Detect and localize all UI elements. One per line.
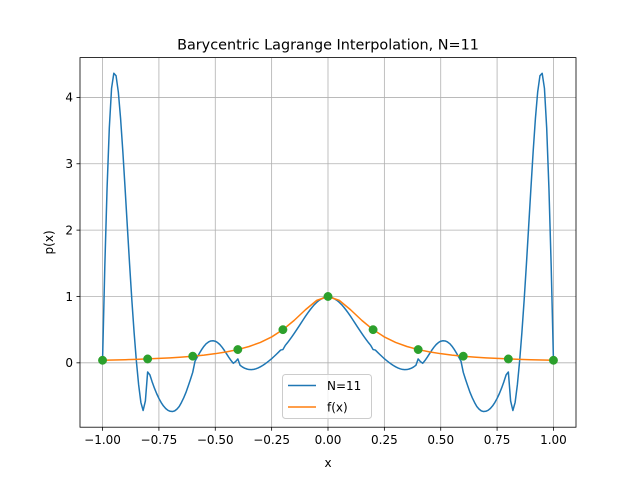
chart-title: Barycentric Lagrange Interpolation, N=11 <box>177 38 479 54</box>
x-tick-label: 0.75 <box>484 433 511 447</box>
node-marker <box>458 351 468 361</box>
legend: N=11 f(x) <box>282 374 372 419</box>
y-tick-label: 4 <box>65 91 73 105</box>
legend-label-n11: N=11 <box>327 379 361 393</box>
node-marker <box>233 345 243 355</box>
y-tick-label: 1 <box>65 290 73 304</box>
node-marker <box>503 354 513 364</box>
x-tick-label: 0.25 <box>371 433 398 447</box>
x-tick-label: −0.25 <box>253 433 290 447</box>
x-tick-label: 0.00 <box>315 433 342 447</box>
node-marker <box>143 354 153 364</box>
y-tick-label: 2 <box>65 223 73 237</box>
markers-layer <box>98 292 558 365</box>
x-tick-label: −0.50 <box>197 433 234 447</box>
x-tick-label: −1.00 <box>84 433 121 447</box>
legend-label-fx: f(x) <box>327 400 348 414</box>
y-tick-label: 3 <box>65 157 73 171</box>
node-marker <box>549 355 558 365</box>
x-tick-label: −0.75 <box>141 433 178 447</box>
y-axis-label: p(x) <box>42 230 56 254</box>
ticks: −1.00 −0.75 −0.50 −0.25 0.00 0.25 0.50 0.75 1.00… <box>65 91 566 447</box>
x-tick-label: 0.50 <box>427 433 454 447</box>
x-tick-label: 1.00 <box>540 433 567 447</box>
node-marker <box>188 351 198 361</box>
y-tick-label: 0 <box>65 356 73 370</box>
node-marker <box>98 355 107 365</box>
node-marker <box>278 325 288 335</box>
node-marker <box>323 292 333 301</box>
node-marker <box>413 345 423 355</box>
x-axis-label: x <box>324 456 331 470</box>
node-marker <box>368 325 378 335</box>
